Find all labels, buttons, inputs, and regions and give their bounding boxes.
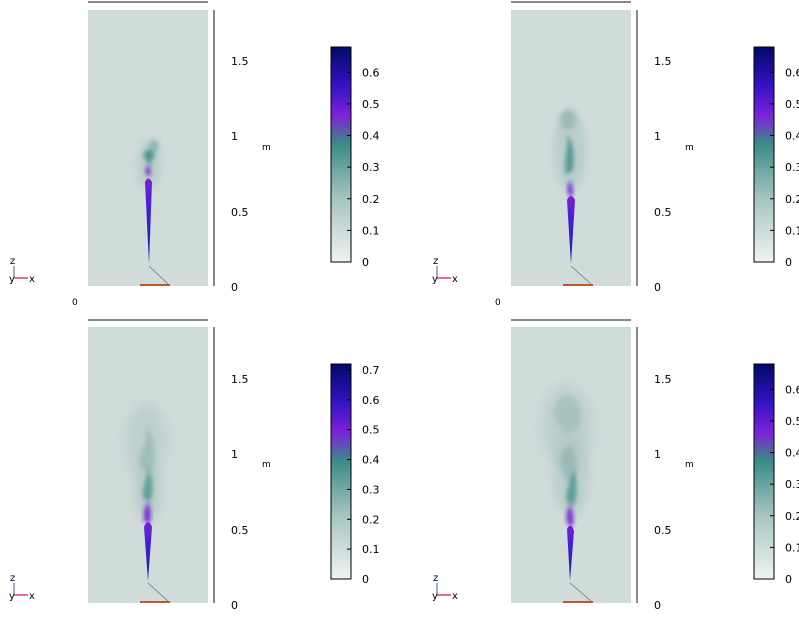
triad-z-label: z: [433, 573, 438, 584]
colorbar: [753, 46, 775, 263]
colorbar-tick-label: 0.2: [785, 510, 799, 523]
colorbar: [330, 363, 352, 580]
triad: z y x: [9, 573, 35, 602]
colorbar-tick-label: 0.3: [785, 161, 799, 174]
plot-panel-4: 0 0.5 1 1.5 m z y x 0 0.1 0.2 0.3 0.4 0.5 0.6: [423, 317, 799, 622]
axis-unit-label: m: [685, 460, 694, 470]
injector-line: [569, 582, 592, 602]
colorbar-tick-label: 0.3: [362, 161, 380, 174]
axis-tick-label: 0.5: [654, 524, 672, 537]
axis-tick-label: 0: [654, 281, 661, 294]
colorbar-tick-label: 0.4: [362, 454, 380, 467]
colorbar-ticks: 0 0.1 0.2 0.3 0.4 0.5 0.6: [347, 66, 380, 269]
axis-tick-label: 0.5: [654, 206, 672, 219]
plume-core: [144, 522, 152, 581]
colorbar-tick-label: 0.1: [785, 541, 799, 554]
colorbar-tick-label: 0.6: [362, 394, 380, 407]
triad-y-label: y: [9, 274, 15, 285]
triad: z y x: [432, 573, 458, 602]
triad-x-label: x: [452, 591, 458, 602]
triad: z y x: [9, 256, 35, 285]
plot-panel-2: 0 0.5 1 1.5 m z y x 00.10.20.30.40.50.6 …: [423, 0, 799, 305]
colorbar-ticks: 0 0.1 0.2 0.3 0.4 0.5 0.6: [770, 383, 799, 586]
colorbar-ticks: 0 0.1 0.2 0.3 0.4 0.5 0.6: [770, 66, 799, 269]
colorbar-tick-label: 0: [785, 573, 792, 586]
colorbar-tick-label: 0.6: [362, 66, 380, 79]
axis-tick-label: 1: [654, 130, 661, 143]
colorbar-tick-label: 0.1: [362, 543, 380, 556]
colorbar-tick-label: 0.2: [362, 513, 380, 526]
colorbar-tick-label: 0.4: [362, 130, 380, 143]
panel-4-svg: 0 0.5 1 1.5 m z y x 0 0.1 0.2 0.3 0.4 0.5 0.6: [432, 319, 799, 612]
injector-line: [570, 265, 592, 285]
axis-unit-label: m: [685, 143, 694, 153]
colorbar-tick-label: 0.4: [785, 130, 799, 143]
colorbar-tick-label: 0.3: [785, 478, 799, 491]
axis-tick-label: 0.5: [231, 524, 249, 537]
colorbar-tick-label: 0.6: [785, 383, 799, 396]
clipped-label: 0: [72, 298, 78, 306]
axis-tick-label: 1: [231, 130, 238, 143]
colorbar-tick-label: 0.1: [362, 224, 380, 237]
colorbar-tick-label: 0.6: [785, 66, 799, 79]
plot-panel-3: 0 0.5 1 1.5 m z y x 0 0.1 0.2 0.3 0.4 0.5 0.6 0…: [0, 317, 400, 622]
colorbar-tick-label: 0.2: [362, 193, 380, 206]
plot-panel-1: 0 0.5 1 1.5 m z y x 0 0.1 0.2 0.3 0.4 0.5 0.6 …: [0, 0, 400, 305]
clipped-label: 0: [495, 298, 501, 306]
colorbar-tick-label: 0.2: [785, 193, 799, 206]
axis-tick-label: 0: [654, 599, 661, 612]
triad-x-label: x: [452, 274, 458, 285]
plume: [543, 385, 591, 581]
colorbar-tick-label: 0.4: [785, 447, 799, 460]
injector-line: [148, 265, 169, 285]
plume: [554, 108, 586, 264]
axis-tick-label: 1.5: [231, 55, 249, 68]
panel-2-svg: 0 0.5 1 1.5 m z y x 0 0.1 0.2 0.3 0.4 0.5 0.6: [432, 1, 799, 294]
colorbar-tick-label: 0.7: [362, 364, 380, 377]
colorbar-tick-label: 0.3: [362, 483, 380, 496]
triad-z-label: z: [10, 256, 15, 267]
colorbar-tick-label: 0.5: [785, 98, 799, 111]
triad-z-label: z: [10, 573, 15, 584]
colorbar-tick-label: 0: [362, 573, 369, 586]
injector-line: [147, 582, 169, 602]
triad: z y x: [432, 256, 458, 285]
axis-tick-label: 0: [231, 281, 238, 294]
axis-tick-label: 1: [231, 448, 238, 461]
plume-core: [145, 178, 152, 264]
colorbar-tick-label: 0.5: [362, 98, 380, 111]
colorbar-tick-label: 0.5: [785, 415, 799, 428]
colorbar-tick-label: 0.1: [785, 224, 799, 237]
axis-tick-label: 0.5: [231, 206, 249, 219]
plume-core: [567, 196, 575, 264]
plume: [137, 140, 161, 264]
triad-y-label: y: [432, 591, 438, 602]
triad-y-label: y: [9, 591, 15, 602]
axis-tick-label: 1.5: [654, 373, 672, 386]
panel-1-svg: 0 0.5 1 1.5 m z y x 0 0.1 0.2 0.3 0.4 0.5 0.6: [9, 1, 380, 294]
triad-z-label: z: [433, 256, 438, 267]
colorbar-tick-label: 0: [362, 256, 369, 269]
colorbar: [330, 46, 352, 263]
axis-tick-label: 1.5: [654, 55, 672, 68]
plume: [126, 402, 166, 581]
triad-x-label: x: [29, 591, 35, 602]
triad-x-label: x: [29, 274, 35, 285]
axis-unit-label: m: [262, 143, 271, 153]
axis-unit-label: m: [262, 460, 271, 470]
colorbar: [753, 363, 775, 580]
colorbar-ticks: 0 0.1 0.2 0.3 0.4 0.5 0.6 0.7: [347, 364, 380, 586]
plume-core: [567, 525, 574, 581]
panel-3-svg: 0 0.5 1 1.5 m z y x 00.10.20.30.40.50.60…: [9, 319, 380, 612]
triad-y-label: y: [432, 274, 438, 285]
axis-tick-label: 0: [231, 599, 238, 612]
colorbar-tick-label: 0: [785, 256, 792, 269]
colorbar-tick-label: 0.5: [362, 424, 380, 437]
axis-tick-label: 1.5: [231, 373, 249, 386]
axis-tick-label: 1: [654, 448, 661, 461]
